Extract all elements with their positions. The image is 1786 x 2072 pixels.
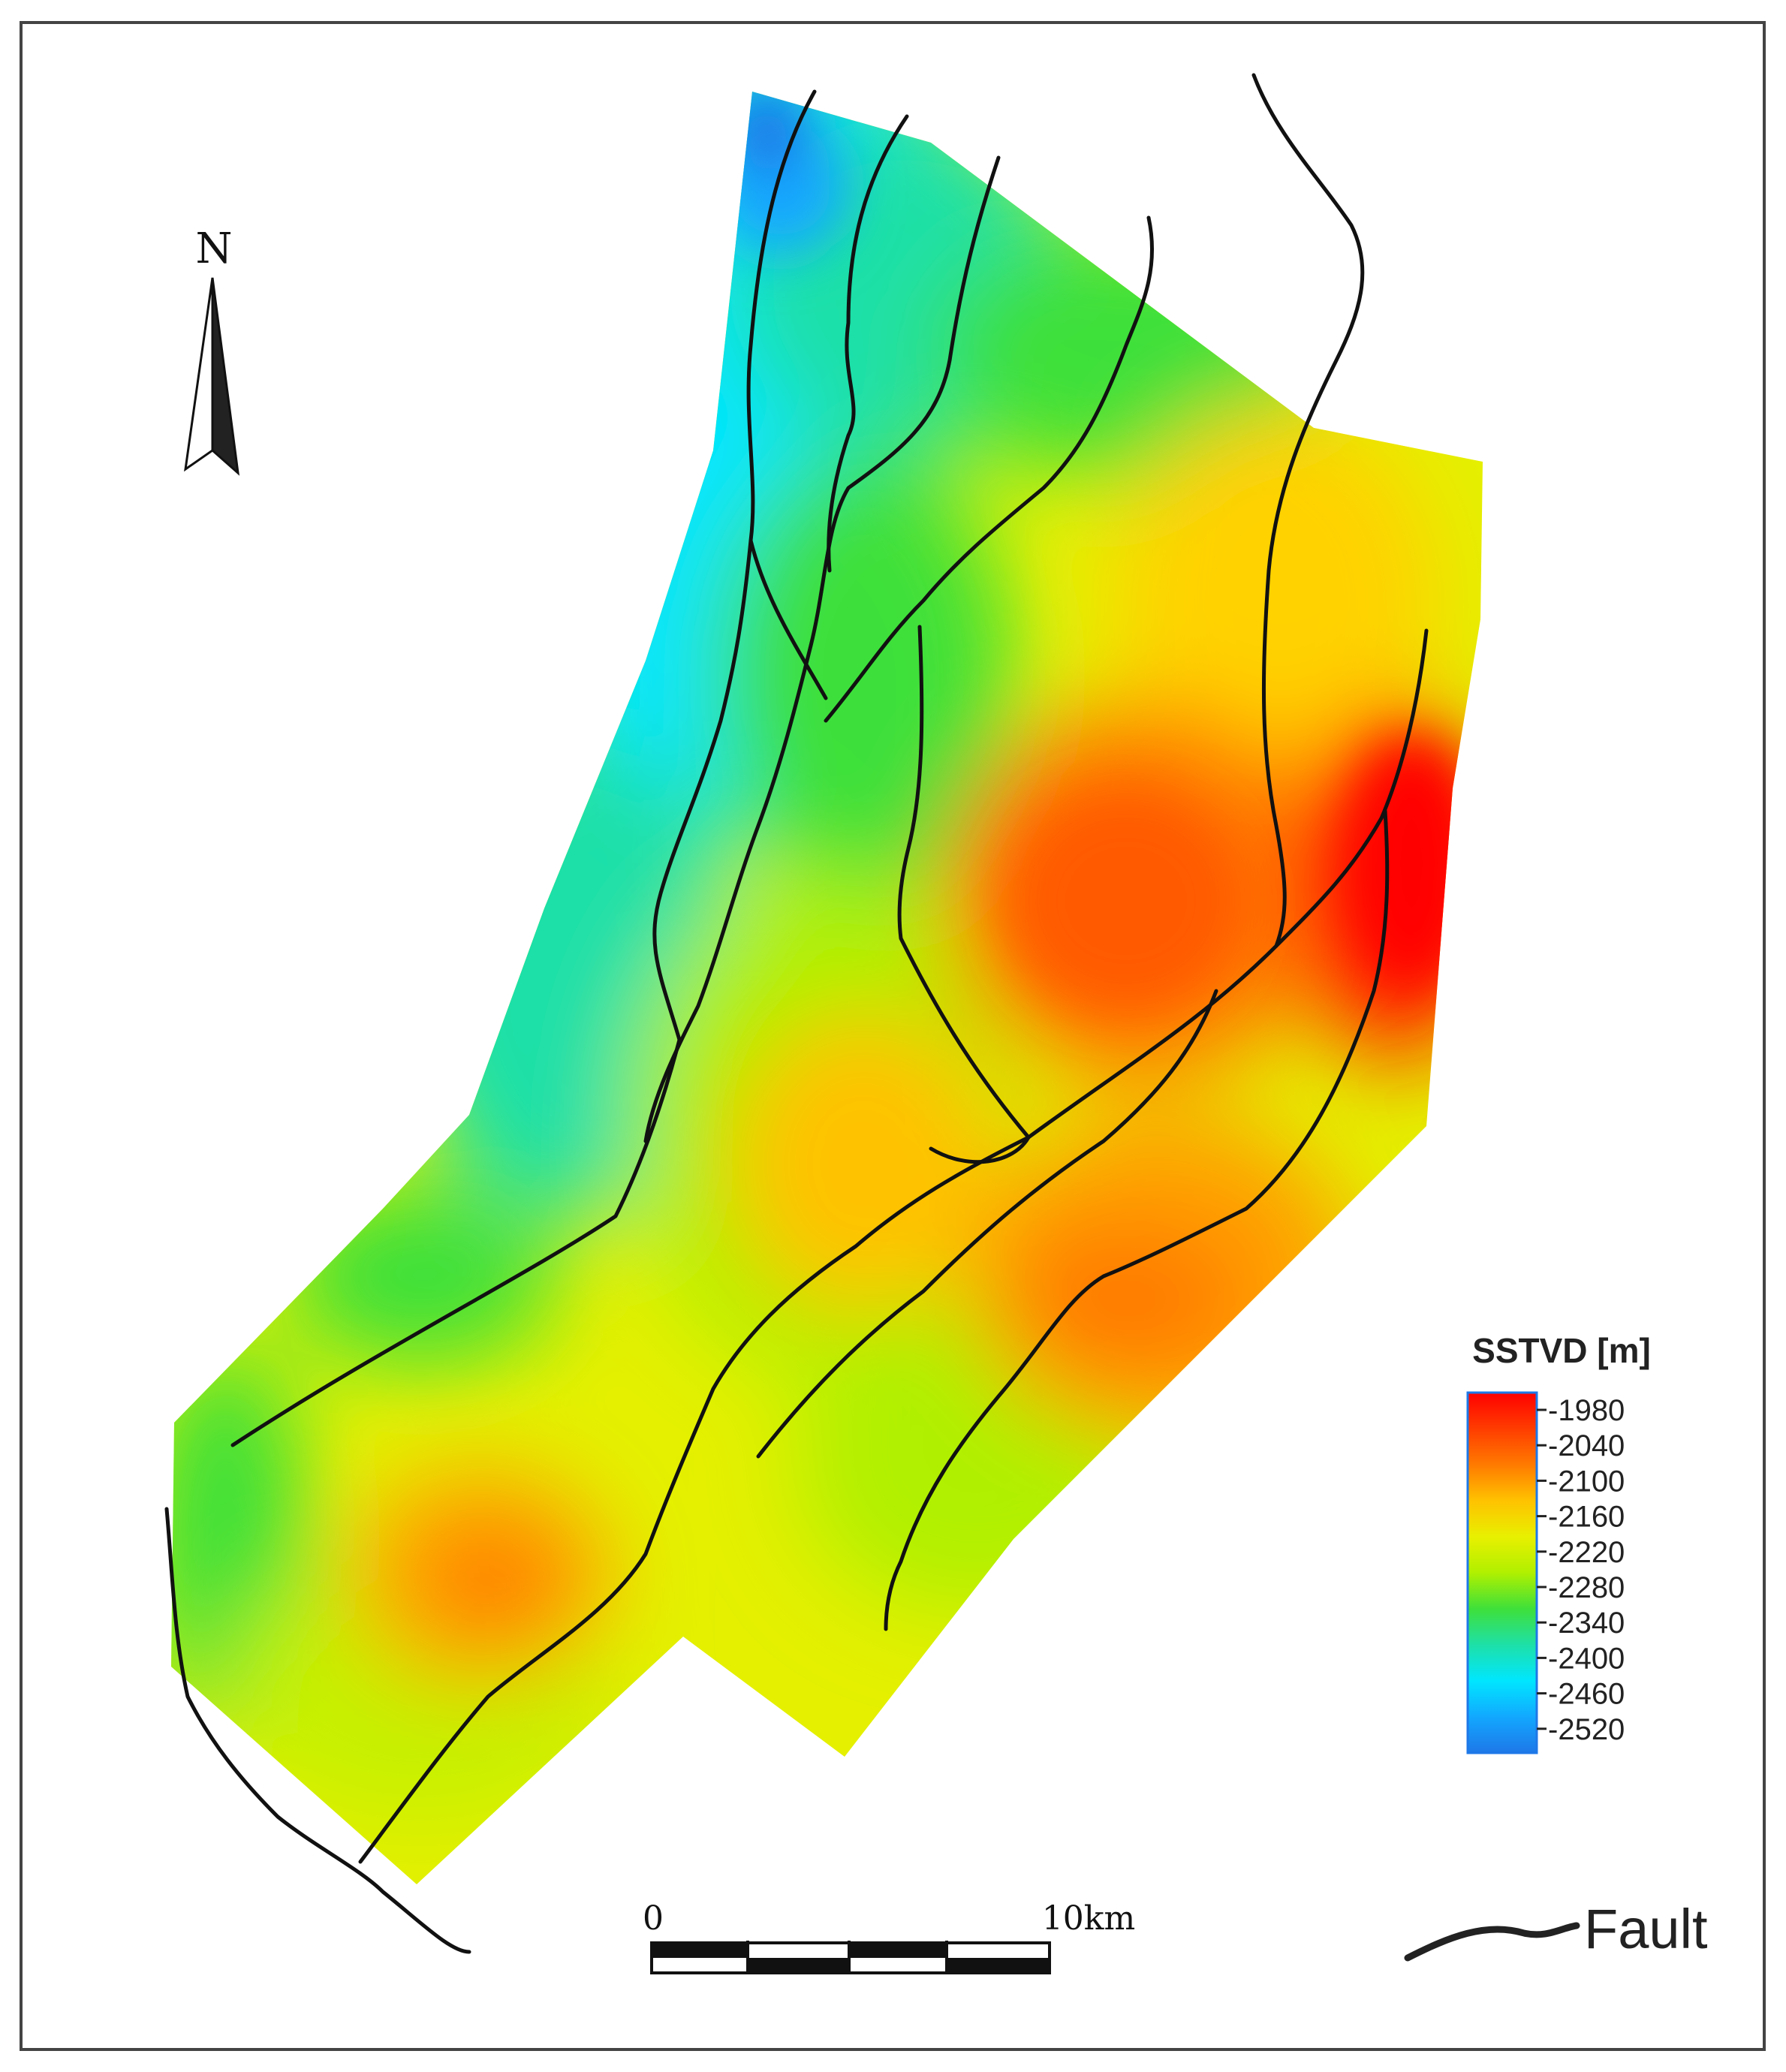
fault-line: [358, 1135, 1031, 1864]
north-arrow-left-half: [184, 277, 214, 472]
legend-tick-label: -2280: [1548, 1571, 1625, 1604]
fault-line: [827, 114, 909, 573]
legend-tick-label: -2400: [1548, 1642, 1625, 1675]
north-arrow: N: [184, 224, 240, 476]
fault-legend: Fault: [1404, 1898, 1708, 1962]
legend-tick-label: -2520: [1548, 1713, 1625, 1746]
legend-tick-label: -2220: [1548, 1536, 1625, 1569]
fault-line: [1251, 73, 1365, 948]
scale-segment: [748, 1958, 849, 1973]
fault-line: [230, 89, 817, 1447]
fault-line: [884, 809, 1390, 1631]
fault-line: [929, 1135, 1031, 1164]
fault-legend-line: [1404, 1922, 1580, 1962]
legend-tick-label: -2040: [1548, 1429, 1625, 1462]
legend-ticks: -1980-2040-2100-2160-2220-2280-2340-2400…: [1537, 1394, 1625, 1746]
scale-start-label: 0: [643, 1899, 664, 1938]
legend-tick-label: -2340: [1548, 1607, 1625, 1640]
fault-line: [824, 215, 1155, 723]
fault-line: [897, 625, 1031, 1140]
legend-tick-label: -2160: [1548, 1501, 1625, 1534]
scale-end-label: 10km: [1042, 1899, 1135, 1938]
fault-legend-label: Fault: [1584, 1898, 1708, 1960]
legend-colorbar: [1466, 1391, 1538, 1754]
fault-line: [164, 1507, 471, 1954]
legend-tick-label: -2460: [1548, 1678, 1625, 1711]
fault-line: [1026, 628, 1429, 1140]
color-legend: SSTVD [m] -1980-2040-2100-2160-2220-2280…: [1466, 1331, 1651, 1754]
scale-segment: [947, 1958, 1050, 1973]
fault-lines: [164, 73, 1429, 1954]
scale-bar: 0 10km: [643, 1899, 1135, 1974]
legend-title: SSTVD [m]: [1472, 1331, 1651, 1370]
depth-surface: [171, 92, 1483, 1884]
legend-tick-label: -1980: [1548, 1394, 1625, 1427]
north-arrow-right-half: [211, 277, 240, 476]
legend-tick-label: -2100: [1548, 1465, 1625, 1498]
figure-frame: [20, 21, 1766, 2051]
scale-segment: [849, 1943, 947, 1958]
fault-line: [756, 989, 1218, 1459]
fault-line: [748, 538, 828, 700]
scale-segment: [652, 1943, 748, 1958]
north-arrow-label: N: [196, 224, 233, 273]
fault-line: [643, 155, 1001, 1143]
